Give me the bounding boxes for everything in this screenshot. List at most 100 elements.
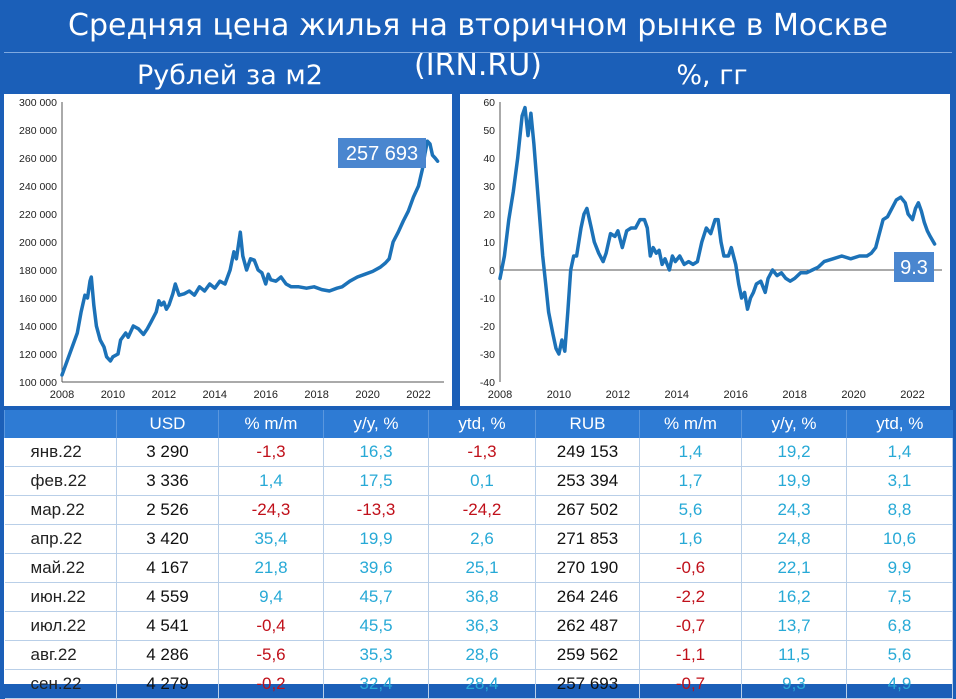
price-y-tick-label: 120 000	[19, 349, 57, 361]
yoy-data-point	[720, 241, 722, 243]
yoy-data-point	[841, 255, 843, 257]
yoy-data-point	[904, 202, 906, 204]
yoy-data-point	[920, 210, 922, 212]
value-cell: 45,7	[323, 582, 429, 612]
price-data-point	[356, 276, 358, 278]
value-cell: 32,4	[323, 669, 429, 699]
yoy-data-point	[755, 283, 757, 285]
price-y-tick-label: 100 000	[19, 377, 57, 389]
table-body: янв.22 3 290 -1,3 16,3 -1,3 249 153 1,4 19,2 1,4…	[4, 438, 953, 699]
value-cell: 3 336	[116, 466, 219, 496]
yoy-data-point	[679, 255, 681, 257]
price-data-point	[174, 283, 176, 285]
yoy-data-point	[664, 258, 666, 260]
table-header-row: USD% m/m y/y, % ytd, % RUB% m/m y/y, % ytd, %	[4, 410, 953, 438]
price-data-point	[178, 294, 180, 296]
value-cell: 253 394	[535, 466, 640, 496]
yoy-data-point	[593, 241, 595, 243]
price-data-point	[132, 325, 134, 327]
value-cell: -24,3	[218, 495, 324, 525]
price-data-point	[246, 269, 248, 271]
yoy-y-tick-label: -20	[480, 321, 495, 333]
yoy-y-tick-label: 0	[489, 265, 495, 277]
price-data-point	[103, 346, 105, 348]
yoy-data-point	[752, 291, 754, 293]
price-data-point	[188, 290, 190, 292]
price-x-tick-label: 2010	[101, 389, 125, 401]
yoy-data-point	[794, 277, 796, 279]
value-cell: 3 290	[116, 438, 219, 467]
yoy-data-point	[555, 347, 557, 349]
price-y-tick-label: 300 000	[19, 97, 57, 109]
column-header: % m/m	[639, 410, 742, 438]
table-row: мар.22 2 526 -24,3 -13,3 -24,2 267 502 5,6 24,3…	[4, 495, 953, 525]
yoy-data-point	[900, 196, 902, 198]
yoy-data-point	[552, 333, 554, 335]
value-cell: -0,7	[639, 669, 742, 699]
price-data-point	[127, 336, 129, 338]
price-data-point	[150, 321, 152, 323]
price-data-point	[163, 301, 165, 303]
price-callout-box	[338, 138, 426, 168]
price-y-tick-label: 200 000	[19, 237, 57, 249]
price-data-point	[384, 262, 386, 264]
price-data-point	[321, 289, 323, 291]
yoy-data-point	[817, 266, 819, 268]
value-cell: 6,8	[846, 611, 953, 641]
yoy-callout-label: 9.3	[900, 257, 928, 279]
yoy-data-point	[503, 255, 505, 257]
price-data-point	[412, 196, 414, 198]
price-x-tick-label: 2016	[253, 389, 277, 401]
yoy-data-point	[701, 241, 703, 243]
value-cell: 271 853	[535, 524, 640, 554]
value-cell: 16,3	[323, 438, 429, 467]
price-chart: 100 000 120 000 140 000 160 000 180 000 200 0…	[19, 97, 444, 401]
yoy-data-point	[805, 272, 808, 274]
month-cell: фев.22	[4, 466, 117, 496]
table-row: май.22 4 167 21,8 39,6 25,1 270 190 -0,6 22,1 9,…	[4, 553, 953, 583]
value-cell: -1,1	[639, 640, 742, 670]
yoy-data-point	[567, 311, 569, 313]
value-cell: 39,6	[323, 553, 429, 583]
yoy-data-point	[598, 252, 600, 254]
yoy-data-point	[789, 280, 791, 282]
yoy-y-tick-label: 40	[483, 153, 495, 165]
table-row: июл.22 4 541 -0,4 45,5 36,3 262 487 -0,7 13,7 6,…	[4, 611, 953, 641]
yoy-y-tick-label: 20	[483, 209, 495, 221]
table-row: янв.22 3 290 -1,3 16,3 -1,3 249 153 1,4 19,2 1,4	[4, 438, 953, 467]
price-data-point	[61, 374, 63, 376]
price-data-point	[388, 258, 390, 260]
data-table: USD% m/m y/y, % ytd, % RUB% m/m y/y, % ytd, %…	[4, 410, 953, 699]
table-row: фев.22 3 336 1,4 17,5 0,1 253 394 1,7 19,9 3,1	[4, 466, 953, 496]
yoy-y-tick-label: -10	[480, 293, 495, 305]
month-cell: май.22	[4, 553, 117, 583]
price-chart-panel: 100 000 120 000 140 000 160 000 180 000 200 0…	[4, 94, 452, 406]
yoy-data-point	[548, 311, 550, 313]
price-y-tick-label: 280 000	[19, 125, 57, 137]
price-data-point	[168, 304, 170, 306]
value-cell: -0,7	[639, 611, 742, 641]
yoy-data-point	[870, 252, 872, 254]
column-header: USD	[116, 410, 219, 438]
yoy-data-point	[929, 235, 931, 237]
price-table: USD% m/m y/y, % ytd, % RUB% m/m y/y, % ytd, %…	[4, 410, 953, 699]
yoy-data-point	[545, 283, 547, 285]
price-chart-title: Рублей за м2	[137, 60, 323, 91]
yoy-y-tick-label: -40	[480, 377, 495, 389]
yoy-data-point	[621, 247, 623, 249]
value-cell: 9,3	[741, 669, 847, 699]
yoy-data-point	[717, 219, 719, 221]
yoy-data-point	[499, 277, 501, 279]
price-data-point	[275, 280, 277, 282]
price-data-point	[125, 332, 127, 334]
yoy-data-point	[800, 272, 802, 274]
price-data-point	[434, 157, 436, 159]
yoy-series-line	[498, 105, 937, 356]
yoy-data-point	[617, 230, 619, 232]
yoy-data-point	[882, 219, 884, 221]
yoy-data-point	[760, 280, 762, 282]
price-data-point	[214, 287, 216, 289]
price-data-point	[219, 280, 221, 282]
price-data-point	[165, 308, 167, 310]
value-cell: 35,3	[323, 640, 429, 670]
